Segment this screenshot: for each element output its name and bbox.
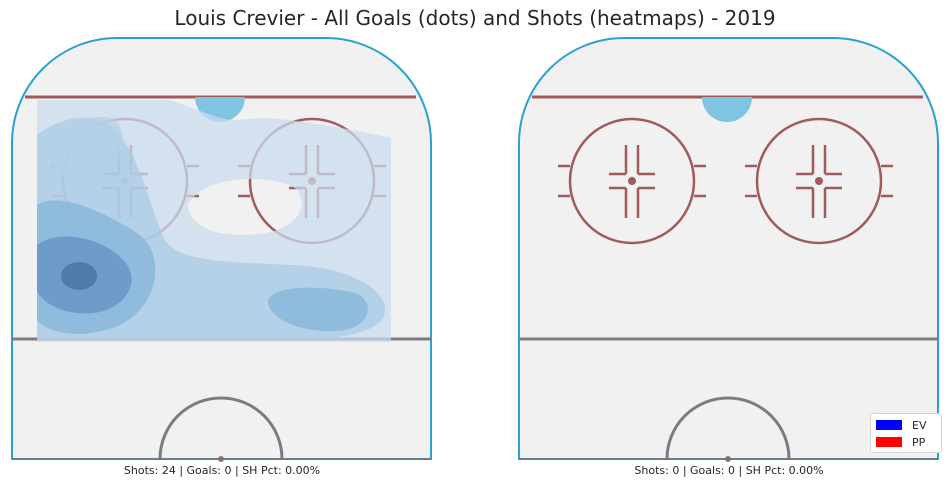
legend-item-pp: PP (876, 435, 925, 449)
chart-title: Louis Crevier - All Goals (dots) and Sho… (174, 6, 776, 30)
faceoff-circle-right (745, 117, 893, 245)
legend-swatch-pp (876, 437, 902, 447)
rink-outline (518, 37, 939, 460)
faceoff-circle-left (558, 117, 706, 245)
center-circle (158, 396, 284, 460)
legend-item-ev: EV (876, 418, 926, 432)
panel-caption-left: Shots: 24 | Goals: 0 | SH Pct: 0.00% (123, 464, 321, 477)
goal-crease (702, 97, 752, 122)
heat-level-top (52, 116, 123, 183)
legend-label-ev: EV (912, 418, 927, 432)
legend: EV PP (870, 413, 942, 453)
legend-label-pp: PP (912, 435, 926, 449)
panel-caption-right: Shots: 0 | Goals: 0 | SH Pct: 0.00% (634, 464, 824, 477)
heat-level-5 (61, 262, 97, 290)
center-circle (665, 396, 791, 460)
shot-heatmap (37, 100, 391, 342)
rink-right (518, 37, 939, 462)
legend-swatch-ev (876, 420, 902, 430)
rink-left (11, 37, 432, 462)
